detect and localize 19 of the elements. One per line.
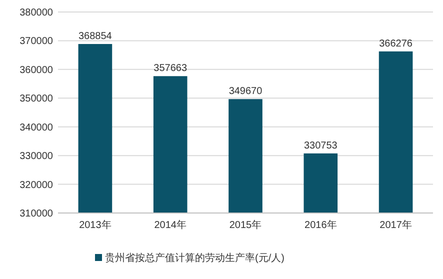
y-tick-label: 340000 [20,122,54,134]
y-tick-label: 370000 [20,36,54,48]
legend-label: 贵州省按总产值计算的劳动生产率(元/人) [105,252,284,264]
y-tick-label: 330000 [20,151,54,162]
x-tick-label: 2016年 [304,219,337,231]
x-tick-label: 2014年 [154,219,186,231]
x-tick-label: 2017年 [380,219,412,231]
data-label: 330753 [304,140,338,152]
data-label: 368854 [78,31,112,42]
y-tick-label: 320000 [20,180,54,191]
y-tick-label: 380000 [20,8,54,18]
data-label: 349670 [228,86,263,98]
y-tick-label: 310000 [20,208,54,220]
data-label: 366276 [379,38,413,50]
y-tick-label: 350000 [20,94,54,105]
x-tick-label: 2013年 [79,219,112,231]
y-tick-label: 360000 [20,64,54,76]
data-label: 357663 [154,63,188,74]
x-tick-label: 2015年 [229,219,262,231]
